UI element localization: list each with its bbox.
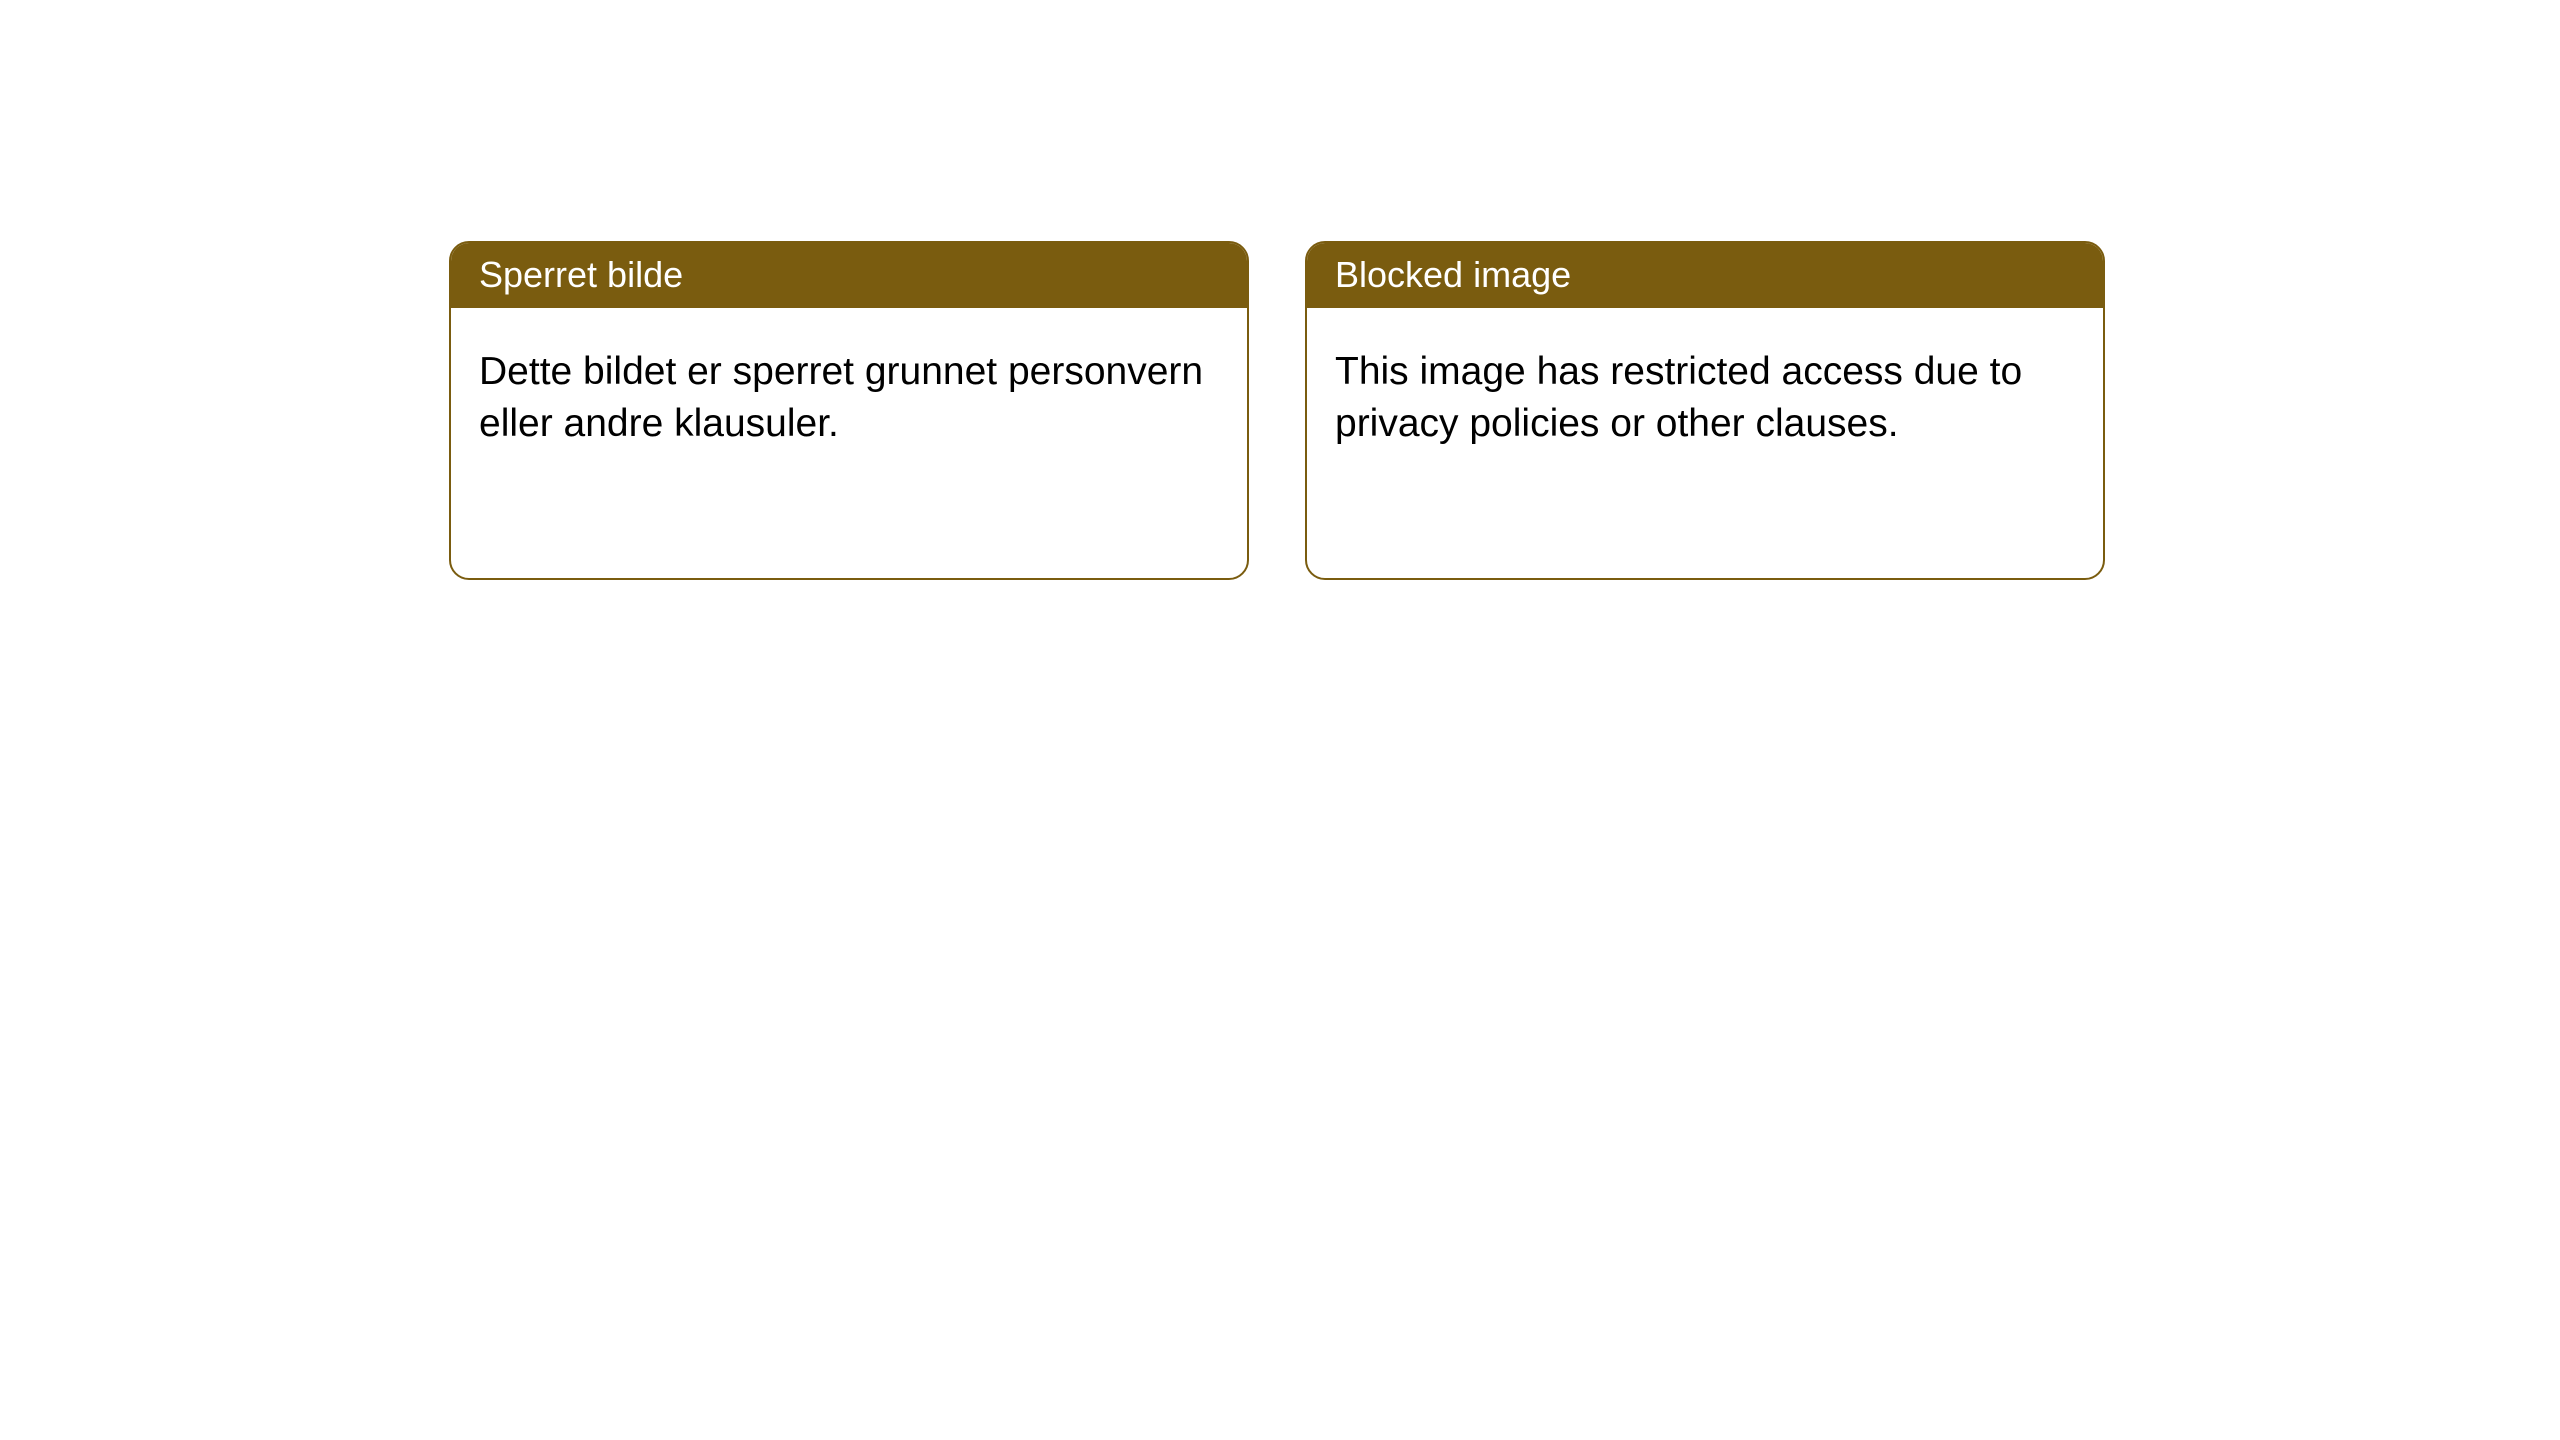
notice-body-en: This image has restricted access due to … (1307, 308, 2103, 578)
notice-container: Sperret bilde Dette bildet er sperret gr… (449, 241, 2105, 580)
notice-header-no: Sperret bilde (451, 243, 1247, 308)
notice-card-no: Sperret bilde Dette bildet er sperret gr… (449, 241, 1249, 580)
notice-header-en: Blocked image (1307, 243, 2103, 308)
notice-body-no: Dette bildet er sperret grunnet personve… (451, 308, 1247, 578)
notice-card-en: Blocked image This image has restricted … (1305, 241, 2105, 580)
